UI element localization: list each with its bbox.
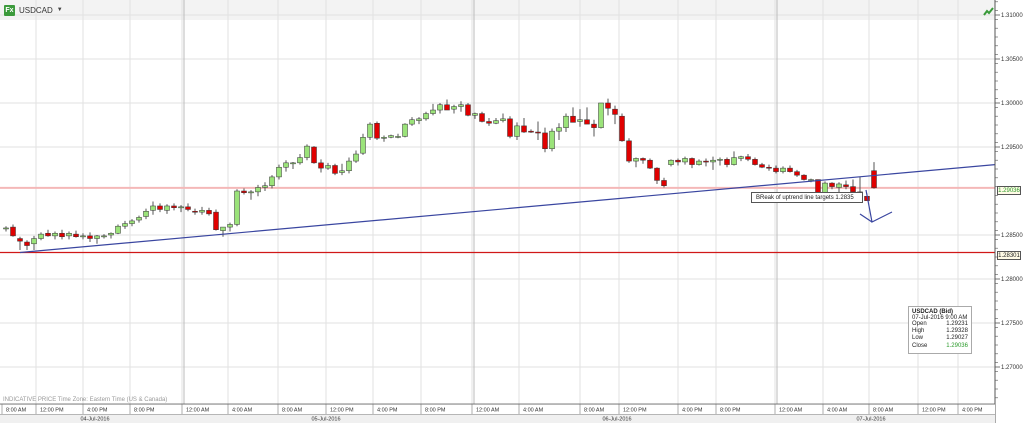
- svg-text:07-Jul-2016: 07-Jul-2016: [856, 417, 885, 423]
- symbol-header[interactable]: Fx USDCAD ▼: [4, 3, 63, 17]
- chart-annotation[interactable]: BReak of uptrend line targets 1.2835: [751, 192, 863, 203]
- svg-text:1.30500: 1.30500: [1001, 57, 1023, 63]
- svg-text:1.27500: 1.27500: [1001, 321, 1023, 327]
- svg-text:8:00 PM: 8:00 PM: [134, 408, 155, 414]
- svg-text:1.31000: 1.31000: [1001, 13, 1023, 19]
- svg-text:1.28500: 1.28500: [1001, 233, 1023, 239]
- tooltip-row-close: Close 1.29036: [912, 342, 968, 349]
- svg-text:1.29500: 1.29500: [1001, 145, 1023, 151]
- symbol-label[interactable]: USDCAD: [19, 5, 53, 15]
- svg-text:12:00 PM: 12:00 PM: [623, 408, 647, 414]
- svg-text:8:00 AM: 8:00 AM: [6, 408, 27, 414]
- fx-icon: Fx: [4, 4, 15, 16]
- svg-text:12:00 PM: 12:00 PM: [40, 408, 64, 414]
- tooltip-title: USDCAD (Bid): [912, 309, 953, 315]
- svg-text:1.28000: 1.28000: [1001, 277, 1023, 283]
- svg-text:1.30000: 1.30000: [1001, 101, 1023, 107]
- tooltip-datetime: 07-Jul-2016 9:00 AM: [912, 315, 968, 321]
- tooltip-row-high: High 1.29328: [912, 328, 968, 335]
- svg-text:06-Jul-2016: 06-Jul-2016: [602, 417, 631, 423]
- indicative-price-info: INDICATIVE PRICE Time Zone: Eastern Time…: [3, 397, 168, 403]
- svg-text:4:00 AM: 4:00 AM: [827, 408, 848, 414]
- support-price-label: 1.28301: [997, 251, 1021, 260]
- chevron-down-icon[interactable]: ▼: [56, 7, 63, 13]
- svg-text:12:00 AM: 12:00 AM: [186, 408, 210, 414]
- svg-text:4:00 PM: 4:00 PM: [377, 408, 398, 414]
- svg-text:12:00 PM: 12:00 PM: [330, 408, 354, 414]
- svg-text:4:00 AM: 4:00 AM: [232, 408, 253, 414]
- svg-text:12:00 AM: 12:00 AM: [476, 408, 500, 414]
- svg-text:4:00 PM: 4:00 PM: [87, 408, 108, 414]
- live-feed-icon: [983, 7, 994, 16]
- svg-text:8:00 AM: 8:00 AM: [873, 408, 894, 414]
- svg-text:04-Jul-2016: 04-Jul-2016: [80, 417, 109, 423]
- svg-text:1.27000: 1.27000: [1001, 365, 1023, 371]
- svg-text:12:00 PM: 12:00 PM: [922, 408, 946, 414]
- svg-text:4:00 PM: 4:00 PM: [682, 408, 703, 414]
- svg-text:8:00 AM: 8:00 AM: [282, 408, 303, 414]
- svg-text:4:00 PM: 4:00 PM: [962, 408, 983, 414]
- svg-text:4:00 AM: 4:00 AM: [523, 408, 544, 414]
- svg-text:8:00 PM: 8:00 PM: [720, 408, 741, 414]
- tooltip-row-low: Low 1.29027: [912, 335, 968, 342]
- current-price-label: 1.29036: [997, 186, 1021, 195]
- svg-text:8:00 PM: 8:00 PM: [425, 408, 446, 414]
- tooltip-row-open: Open 1.29231: [912, 321, 968, 327]
- svg-text:12:00 AM: 12:00 AM: [779, 408, 803, 414]
- ohlc-tooltip: USDCAD (Bid) 07-Jul-2016 9:00 AM Open 1.2…: [908, 306, 972, 354]
- svg-text:05-Jul-2016: 05-Jul-2016: [311, 417, 340, 423]
- svg-text:8:00 AM: 8:00 AM: [584, 408, 605, 414]
